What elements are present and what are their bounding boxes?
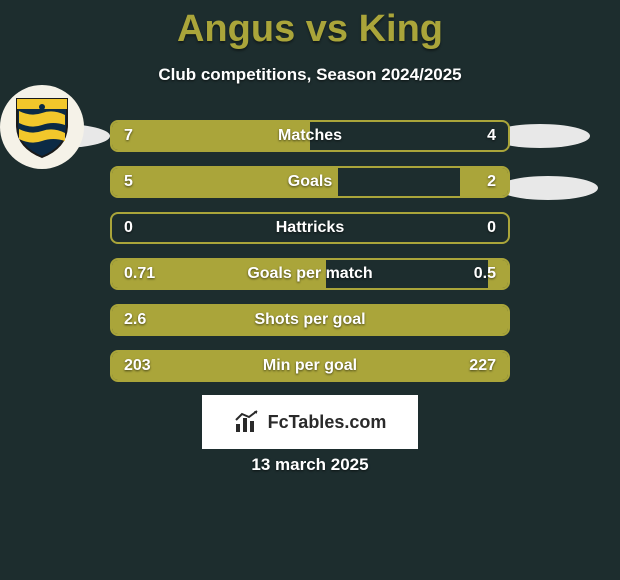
stat-label: Goals per match (112, 260, 508, 288)
right-team-ellipse-2 (498, 176, 598, 200)
stat-value-right: 0.5 (474, 260, 496, 288)
stat-label: Shots per goal (112, 306, 508, 334)
chart-icon (234, 410, 262, 434)
stat-row: 203Min per goal227 (110, 350, 510, 382)
stat-value-right: 4 (487, 122, 496, 150)
stat-row: 5Goals2 (110, 166, 510, 198)
stat-label: Goals (112, 168, 508, 196)
page-title: Angus vs King (0, 0, 620, 51)
fctables-logo-box[interactable]: FcTables.com (202, 395, 418, 449)
stat-value-right: 227 (469, 352, 496, 380)
stat-label: Matches (112, 122, 508, 150)
shield-icon (13, 95, 71, 159)
club-badge (0, 85, 84, 169)
fctables-label: FcTables.com (268, 412, 387, 433)
stat-label: Hattricks (112, 214, 508, 242)
subtitle: Club competitions, Season 2024/2025 (0, 65, 620, 85)
stat-value-right: 2 (487, 168, 496, 196)
stat-value-right: 0 (487, 214, 496, 242)
stat-row: 2.6Shots per goal (110, 304, 510, 336)
stat-row: 0Hattricks0 (110, 212, 510, 244)
stat-row: 7Matches4 (110, 120, 510, 152)
stat-row: 0.71Goals per match0.5 (110, 258, 510, 290)
stat-label: Min per goal (112, 352, 508, 380)
date-label: 13 march 2025 (0, 455, 620, 475)
stats-container: 7Matches4 5Goals2 0Hattricks0 0.71Goals per… (110, 120, 510, 396)
